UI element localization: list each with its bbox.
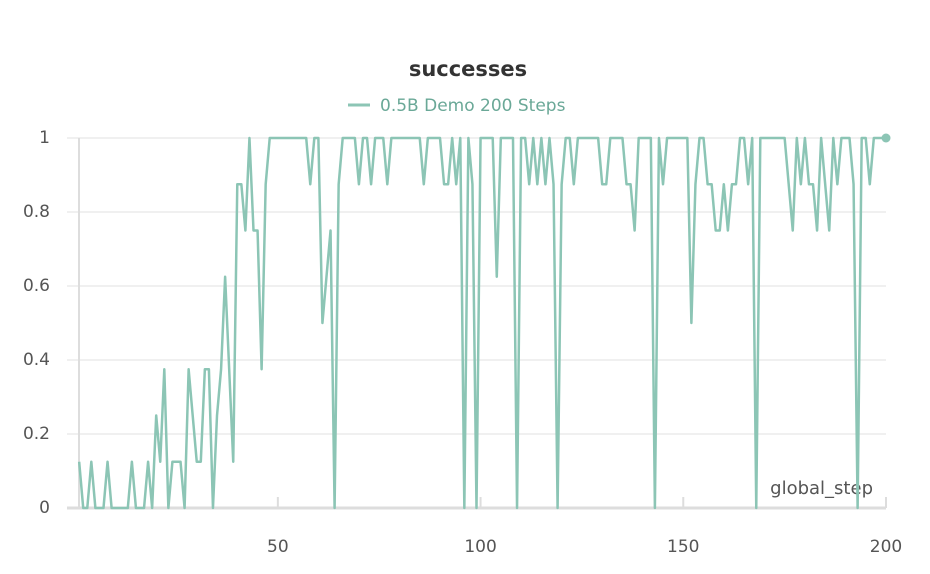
legend-label: 0.5B Demo 200 Steps	[380, 96, 566, 116]
x-axis-label: global_step	[770, 478, 873, 499]
series-line	[77, 136, 886, 510]
y-tick-label: 1	[39, 128, 50, 148]
y-tick-label: 0.2	[23, 424, 50, 444]
end-point	[881, 133, 891, 143]
x-tick-label: 100	[464, 537, 496, 557]
x-tick-label: 50	[267, 537, 289, 557]
chart-title: successes	[409, 57, 527, 81]
y-tick-label: 0.4	[23, 350, 50, 370]
y-tick-label: 0.8	[23, 202, 50, 222]
y-tick-label: 0.6	[23, 276, 50, 296]
y-tick-label: 0	[39, 498, 50, 518]
x-tick-label: 150	[667, 537, 699, 557]
x-tick-label: 200	[870, 537, 902, 557]
